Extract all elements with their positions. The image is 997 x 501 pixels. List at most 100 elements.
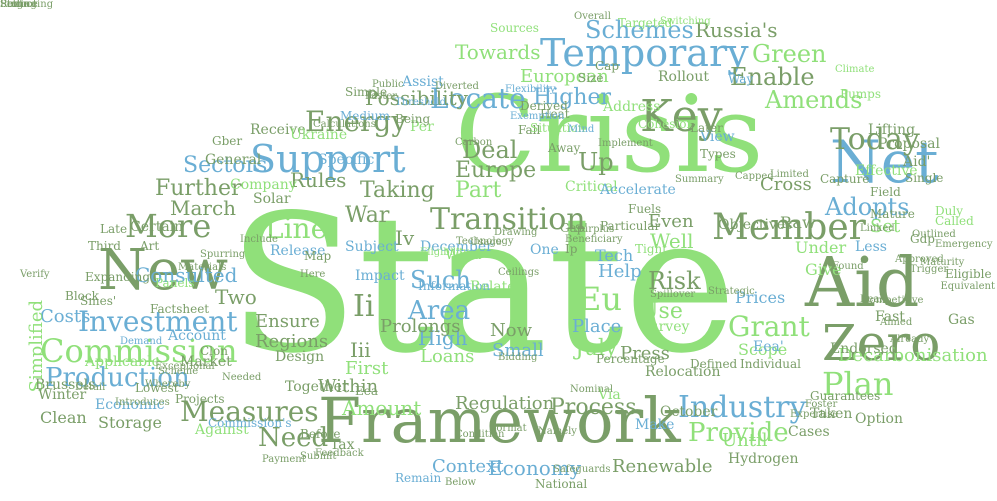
cloud-word: Via [598,387,621,403]
cloud-word: More [125,207,212,245]
cloud-word: New [98,238,229,303]
cloud-word: Derived [520,99,568,113]
cloud-word: Detail [75,382,106,393]
cloud-word: Option [855,411,903,427]
cloud-word: Before [300,427,341,441]
cloud-word: Real [860,294,883,305]
cloud-word: Rules [290,168,347,192]
cloud-word: First [345,358,389,379]
cloud-word: Consulted [135,263,238,287]
cloud-word: Economy [488,456,582,480]
cloud-word: Such [410,266,471,294]
cloud-word: Help [598,261,642,282]
cloud-word: Expanding [85,270,151,284]
cloud-word: Locate [430,82,526,115]
cloud-word: Usage [470,237,502,248]
cloud-word: Cases [788,424,830,440]
cloud-word: Release [270,243,326,259]
cloud-word: Include [240,234,278,245]
cloud-word: Support [250,137,406,181]
cloud-word: Even [648,211,694,232]
cloud-word: Survey [640,319,690,335]
cloud-word: Place [572,316,622,337]
cloud-word: Stage [0,0,30,10]
cloud-word: Transition [430,202,586,237]
cloud-word: Panels [155,276,195,290]
cloud-word: Threshold [395,97,447,108]
cloud-word: Spurring [200,249,246,260]
cloud-word: Faster [365,91,398,102]
cloud-word: Mind [568,124,595,135]
cloud-word: Summary [675,174,724,185]
cloud-word: Industry [678,390,807,425]
cloud-word: Taken [810,406,853,422]
cloud-word: Fall [518,123,541,137]
cloud-word: Higher [533,85,612,110]
cloud-word: General [205,152,262,168]
cloud-word: Outlined [912,229,956,240]
cloud-word: Company [230,177,297,193]
cloud-word: Regulation [455,393,555,414]
cloud-word: Aid [805,244,920,323]
cloud-word: Eligible [945,267,992,281]
cloud-word: Away [548,141,581,155]
cloud-word: Costs [40,306,91,327]
cloud-word: Third [88,239,121,253]
cloud-word: Gap' [560,221,588,235]
cloud-word: Way [728,72,754,86]
cloud-word: Technology [456,236,514,247]
cloud-word: Late [100,222,128,236]
cloud-word: Aid' [903,154,931,170]
cloud-word: Climate [835,64,875,75]
cloud-word: Types [700,147,736,161]
cloud-word: Account [168,328,226,344]
cloud-word: Provide [688,418,789,448]
cloud-word: Decarbonisation [838,345,988,366]
cloud-word: Enable [730,63,815,91]
cloud-word: Objectives [718,217,793,233]
cloud-word: Measures [180,395,319,428]
cloud-word: Linked [860,223,895,234]
cloud-word: Trigger [910,264,949,275]
cloud-word: Carbon [455,137,493,148]
cloud-word: Bidding [498,352,538,363]
cloud-word: Payment [262,454,306,465]
cloud-word: Verify [20,269,50,280]
cloud-word: Eu [578,280,622,318]
cloud-word: July [575,336,618,361]
cloud-word: Diverted [435,81,479,92]
cloud-word: Demand [120,336,163,347]
cloud-word: Receive [250,122,306,138]
cloud-word: Ukraine [290,127,348,143]
cloud-word: Particular [600,219,661,233]
cloud-word: Overall [574,11,611,22]
cloud-word: Regions [255,331,329,352]
cloud-word: Competitive [862,295,924,306]
cloud-word: Needed [222,372,262,383]
cloud-word: Tech [595,246,634,265]
cloud-word: Safeguards [553,464,611,475]
cloud-word: Mature [870,207,915,221]
cloud-word: Loans [420,346,475,367]
cloud-word: Information [418,279,491,293]
cloud-word: Promoting [0,0,54,10]
cloud-word: Condition [455,429,505,440]
cloud-word: Part [455,178,502,203]
cloud-word: Area [408,296,471,326]
cloud-word: Less [855,239,887,255]
cloud-word: Capped [735,171,774,182]
cloud-word: Limited [770,169,809,180]
cloud-word: Art [140,239,160,253]
cloud-word: Percentage [596,352,665,366]
cloud-word: Europe [455,158,537,183]
cloud-word: Clon [200,344,228,358]
cloud-word: Equivalent [940,281,995,292]
cloud-word: Pumps [840,87,882,101]
cloud-word: Eligibility [420,247,469,258]
cloud-word: Endorsed [830,341,898,357]
cloud-word: Aimed [880,317,913,328]
cloud-word: Proposal [878,136,940,152]
cloud-word: Give [805,260,842,279]
cloud-word: Already [890,334,930,345]
cloud-word: Impact [355,268,405,284]
